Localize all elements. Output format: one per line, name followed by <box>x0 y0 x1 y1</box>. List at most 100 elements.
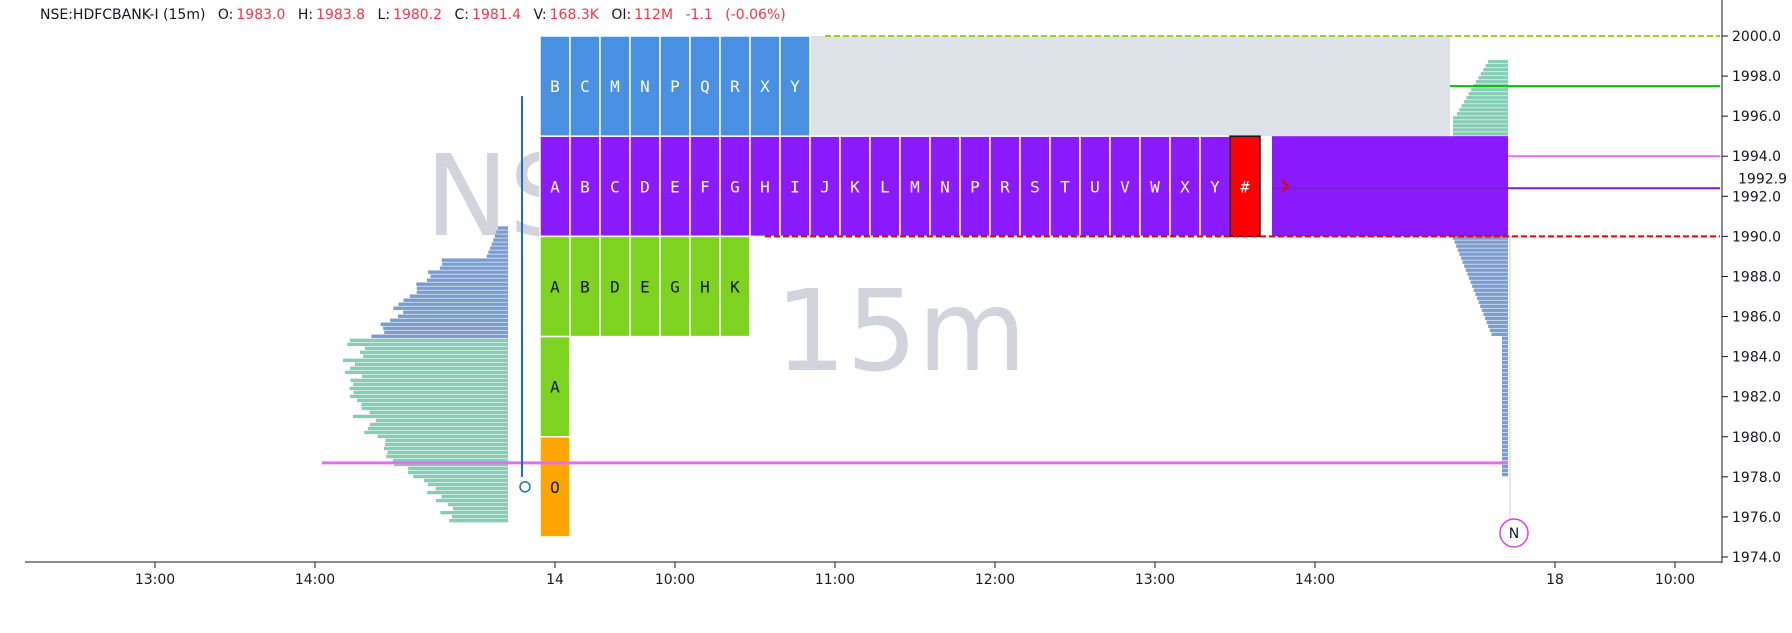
histogram-bar <box>453 506 508 511</box>
histogram-bar <box>353 382 508 387</box>
histogram-bar <box>1502 444 1508 449</box>
tpo-letter: E <box>670 177 680 196</box>
histogram-bar <box>1502 448 1508 453</box>
volume-label: V: <box>533 7 547 23</box>
histogram-bar <box>1491 332 1508 336</box>
histogram-bar <box>1502 424 1508 429</box>
histogram-bar <box>364 346 508 351</box>
histogram-bar <box>1502 372 1508 377</box>
value-area <box>810 36 1450 137</box>
volume-histograms <box>343 60 1508 523</box>
y-tick-label: 1982.0 <box>1732 390 1781 406</box>
tpo-letter: P <box>970 177 980 196</box>
histogram-bar <box>1502 468 1508 473</box>
tpo-cell <box>1139 135 1171 238</box>
histogram-bar <box>380 322 508 326</box>
histogram-bar <box>408 466 508 471</box>
tpo-letter: B <box>580 277 590 296</box>
histogram-bar <box>1471 88 1508 92</box>
histogram-bar <box>367 426 508 431</box>
histogram-bar <box>385 438 508 443</box>
histogram-bar <box>1469 276 1508 280</box>
histogram-bar <box>491 242 508 246</box>
histogram-bar <box>1461 104 1508 108</box>
histogram-bar <box>440 510 508 515</box>
histogram-bar <box>361 402 508 407</box>
histogram-bar <box>369 422 508 427</box>
histogram-bar <box>1488 60 1508 64</box>
tpo-cell <box>689 235 721 338</box>
y-tick-label: 1994.0 <box>1732 149 1781 165</box>
range-marker <box>519 481 531 493</box>
tpo-cell <box>569 235 601 338</box>
tpo-cell <box>659 135 691 238</box>
tpo-letter: R <box>730 77 740 96</box>
tpo-letter: O <box>550 478 560 497</box>
symbol-label[interactable]: NSE:HDFCBANK-I (15m) <box>40 7 206 23</box>
histogram-bar <box>1502 464 1508 469</box>
histogram-bar <box>1480 304 1508 308</box>
tpo-letter: B <box>580 177 590 196</box>
histogram-bar <box>1502 388 1508 393</box>
y-tick-label: 1998.0 <box>1732 69 1781 85</box>
histogram-bar <box>407 470 508 475</box>
watermark-interval: 15m <box>775 267 1027 397</box>
histogram-bar <box>1465 268 1508 272</box>
histogram-bar <box>1502 396 1508 401</box>
histogram-bar <box>442 262 508 266</box>
tpo-letter: N <box>640 77 650 96</box>
histogram-bar <box>383 326 508 330</box>
histogram-bar <box>350 378 508 383</box>
histogram-bar <box>448 502 508 507</box>
histogram-bar <box>1502 412 1508 417</box>
tpo-letter: H <box>700 277 710 296</box>
histogram-bar <box>413 474 508 479</box>
histogram-bar <box>1470 280 1508 284</box>
x-tick-label: 14:00 <box>295 572 335 588</box>
histogram-bar <box>1473 288 1508 292</box>
x-tick-label: 12:00 <box>975 572 1015 588</box>
tpo-letter: X <box>1180 177 1190 196</box>
y-tick-label: 2000.0 <box>1732 29 1781 45</box>
x-tick-label: 14 <box>546 572 564 588</box>
histogram-bar <box>354 362 508 367</box>
histogram-bar <box>427 490 508 495</box>
close-label: C: <box>454 7 470 23</box>
histogram-bar <box>357 398 508 403</box>
histogram-bar <box>352 414 508 419</box>
histogram-bar <box>1488 324 1508 328</box>
tpo-letter: J <box>820 177 830 196</box>
tpo-letter: H <box>760 177 770 196</box>
histogram-bar <box>1502 380 1508 385</box>
histogram-bar <box>1466 96 1508 100</box>
tpo-letter: U <box>1090 177 1100 196</box>
low-label: L: <box>377 7 391 23</box>
tpo-letter: W <box>1150 177 1160 196</box>
tpo-letter: D <box>610 277 620 296</box>
tpo-blocks[interactable]: B C M N P Q R X Y A B C D E F G H I J K L M N P R S T U V W X Y # A B D E G H K… <box>539 35 1508 538</box>
x-tick-label: 11:00 <box>815 572 855 588</box>
tpo-letter: X <box>760 77 770 96</box>
level-lines: N <box>322 35 1720 548</box>
oi-label: OI: <box>611 7 632 23</box>
histogram-bar <box>1476 80 1508 84</box>
x-tick-label: 18 <box>1546 572 1564 588</box>
tpo-cell <box>899 135 931 238</box>
price-arrow-icon <box>1281 179 1290 193</box>
histogram-bar <box>1485 316 1508 320</box>
tpo-letter: Y <box>790 77 800 96</box>
tpo-letter: L <box>880 177 890 196</box>
histogram-bar <box>345 370 508 375</box>
tpo-letter: D <box>640 177 650 196</box>
histogram-bar <box>1502 384 1508 389</box>
histogram-bar <box>362 374 508 379</box>
y-tick-label: 1984.0 <box>1732 350 1781 366</box>
x-tick-label: 13:00 <box>1135 572 1175 588</box>
tpo-letter: A <box>550 277 560 296</box>
histogram-bar <box>427 482 508 487</box>
axes: 2000.0 1998.0 1996.0 1994.0 1992.0 1990.0 1988… <box>25 0 1790 588</box>
tpo-cell <box>539 135 571 238</box>
histogram-bar <box>1461 256 1508 260</box>
tpo-letter: I <box>790 177 800 196</box>
